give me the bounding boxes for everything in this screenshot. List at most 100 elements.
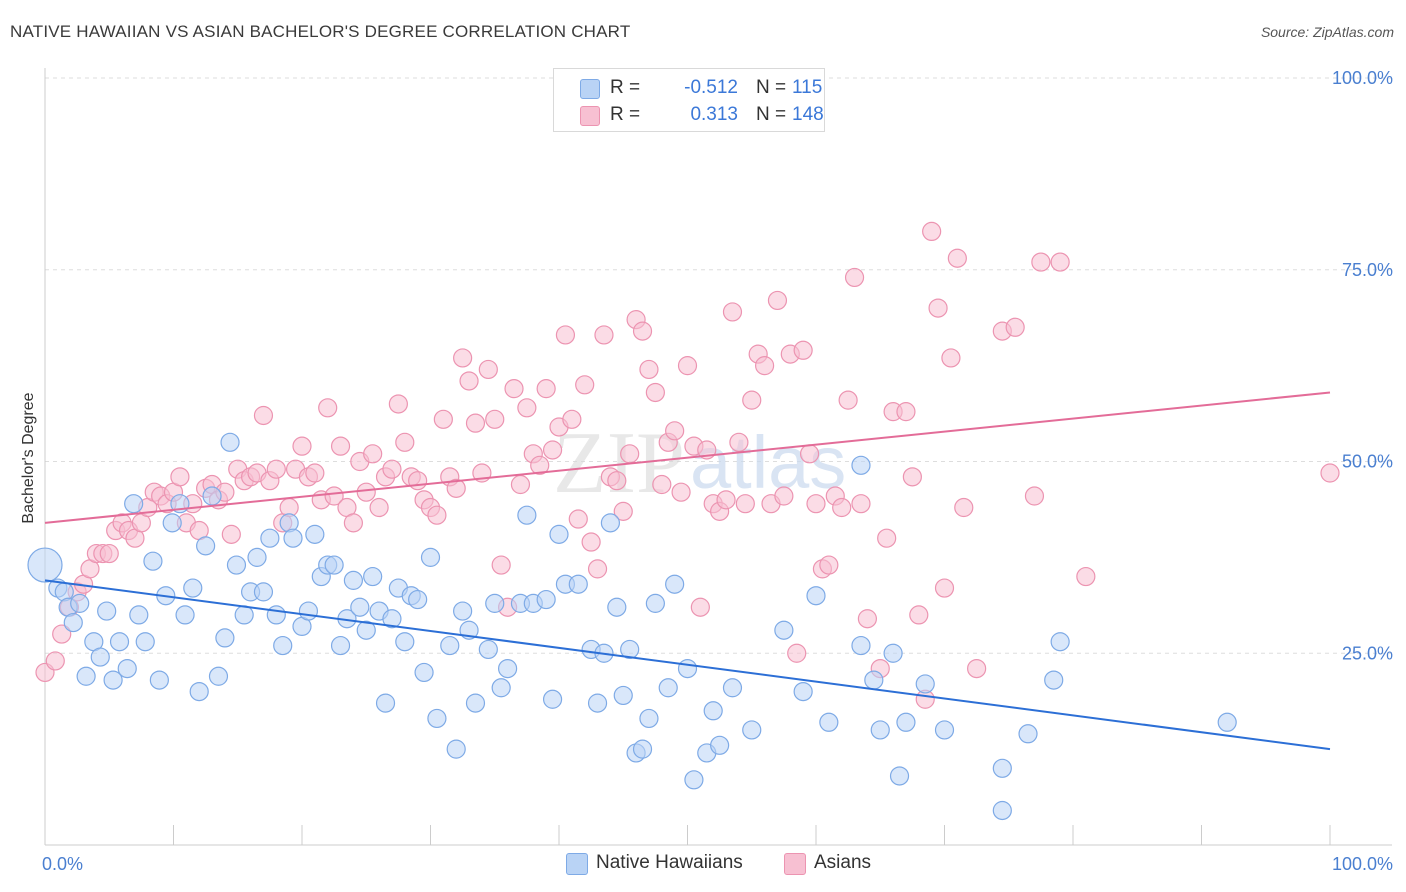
data-point [542,440,563,460]
data-point [517,398,537,418]
data-point [934,720,955,740]
data-point [27,547,63,583]
data-point [253,582,274,602]
data-point [613,501,633,521]
data-point [446,478,466,498]
legend-n-label: N = [756,77,787,98]
legend-swatch-blue [566,853,588,875]
y-tick-label: 75.0% [1342,260,1393,280]
data-point [215,628,235,648]
data-point [510,474,531,495]
data-point [292,436,312,456]
data-point [103,670,123,690]
data-point [247,547,267,567]
data-point [607,597,627,617]
data-point [70,593,90,613]
data-point [465,693,486,713]
data-point [742,720,762,740]
data-point [485,409,505,429]
data-point [330,436,351,456]
data-point [143,551,163,571]
data-point [478,639,498,660]
data-point [491,678,511,698]
asians-points [35,221,1340,709]
data-point [175,605,195,625]
data-point [124,494,144,514]
data-point [129,605,149,625]
legend-r-value: 0.313 [690,104,738,125]
data-point [665,574,685,594]
x-tick-label: 100.0% [1332,854,1393,874]
data-point [934,578,955,598]
data-point [491,555,511,575]
legend-r-label: R = [610,104,641,125]
data-point [109,632,130,652]
data-point [149,670,169,690]
data-point [226,555,247,575]
data-point [266,605,286,625]
data-point [947,248,967,268]
data-point [324,486,344,506]
data-point [90,647,110,667]
data-point [433,409,453,429]
data-point [690,597,710,617]
data-point [1024,486,1045,506]
trend-line-asians [44,391,1331,524]
data-point [1031,252,1051,272]
data-point [941,348,961,368]
data-point [446,739,466,759]
data-point [318,398,338,418]
data-point [851,494,871,514]
data-point [793,681,813,702]
data-point [967,658,987,679]
data-point [408,589,428,610]
data-point [273,635,293,656]
data-point [581,532,601,552]
data-point [135,632,155,652]
data-point [851,455,871,475]
data-point [202,486,222,506]
legend-label: Asians [814,852,872,873]
data-point [774,486,794,506]
data-point [632,321,653,341]
data-point [1050,252,1070,272]
data-point [819,712,839,732]
data-point [896,402,916,422]
data-point [388,394,408,414]
data-point [607,471,627,491]
data-point [305,463,325,483]
data-point [665,421,685,441]
correlation-legend: R = -0.512 N = 115 R = 0.313 N = 148 [553,68,825,132]
data-point [542,689,563,709]
data-point [1044,670,1064,690]
data-point [266,459,286,479]
y-tick-label: 50.0% [1342,452,1393,472]
data-point [620,444,640,464]
data-point [395,432,415,452]
data-point [305,524,325,544]
data-point [735,494,755,514]
data-point [536,379,556,399]
data-point [620,639,640,660]
data-point [465,413,486,433]
data-point [716,490,736,510]
data-point [298,601,319,621]
data-point [324,555,344,575]
data-point [356,482,376,502]
x-tick-label: 0.0% [42,854,83,874]
data-point [208,666,229,686]
data-point [992,800,1012,821]
data-point [722,302,743,322]
data-point [684,770,704,790]
data-point [806,586,826,606]
y-tick-label: 25.0% [1342,643,1393,663]
axes [44,68,1392,846]
x-tick-labels: 0.0% 100.0% [42,854,1393,874]
data-point [549,524,569,544]
legend-swatch-pink [580,106,600,126]
data-point [928,298,948,318]
data-point [189,681,209,702]
data-point [343,513,363,533]
data-point [832,497,852,518]
data-point [453,601,473,621]
